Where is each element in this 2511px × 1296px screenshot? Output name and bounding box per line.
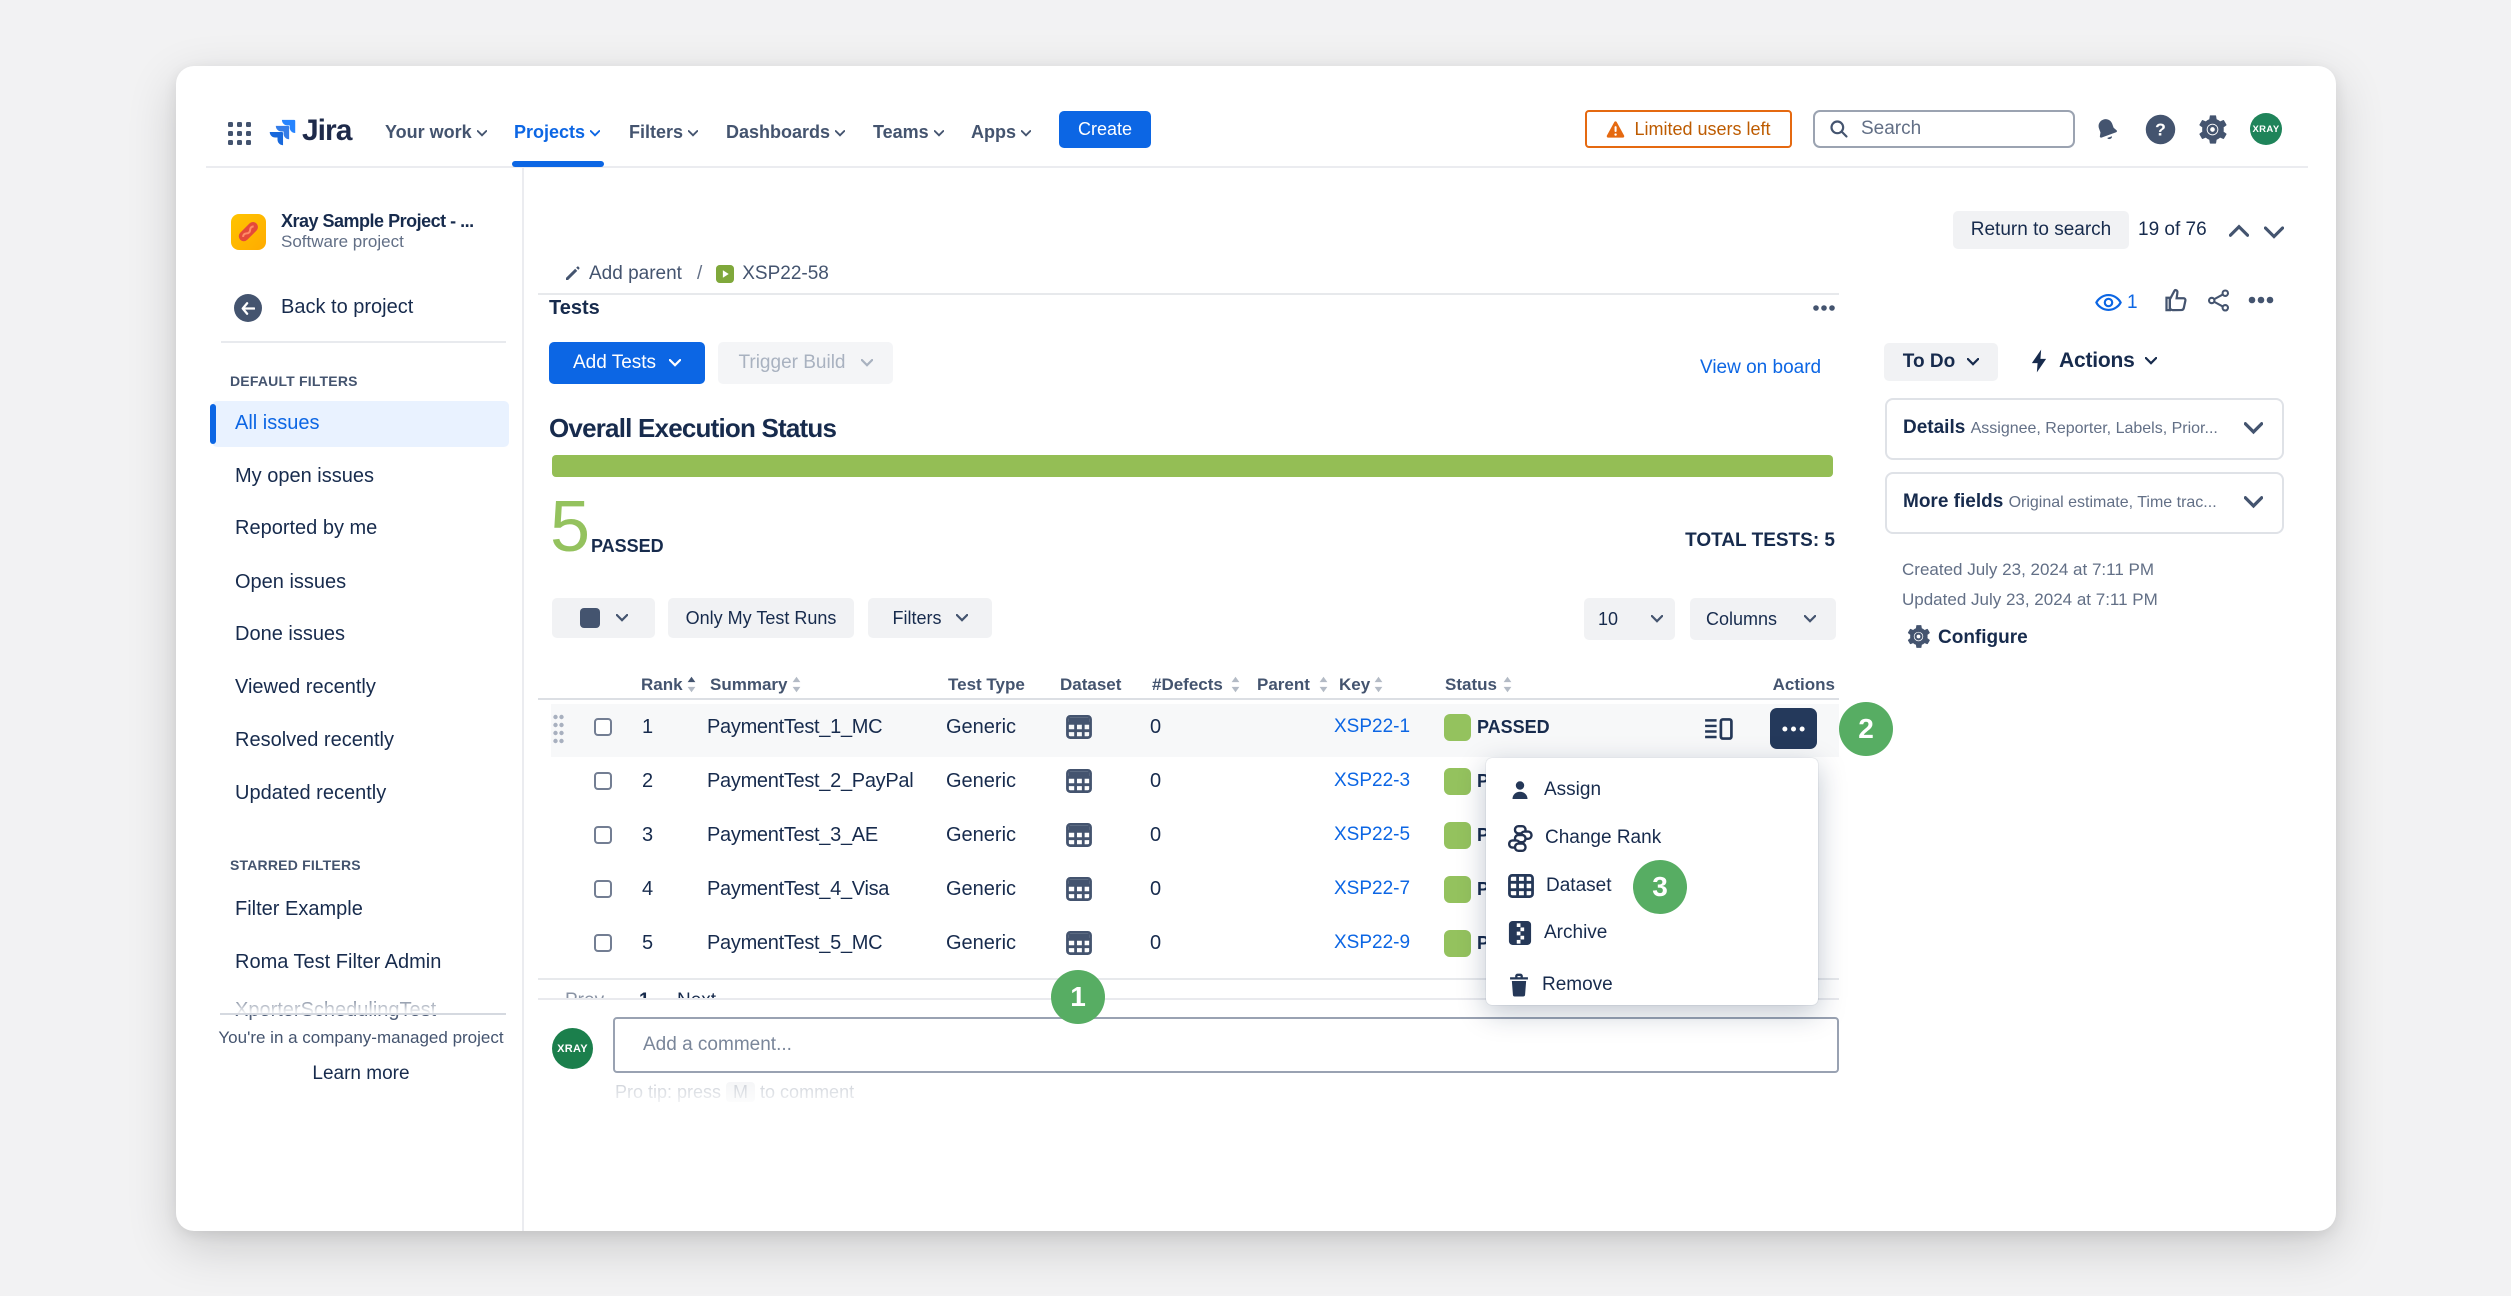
svg-text:?: ? xyxy=(2155,120,2166,140)
